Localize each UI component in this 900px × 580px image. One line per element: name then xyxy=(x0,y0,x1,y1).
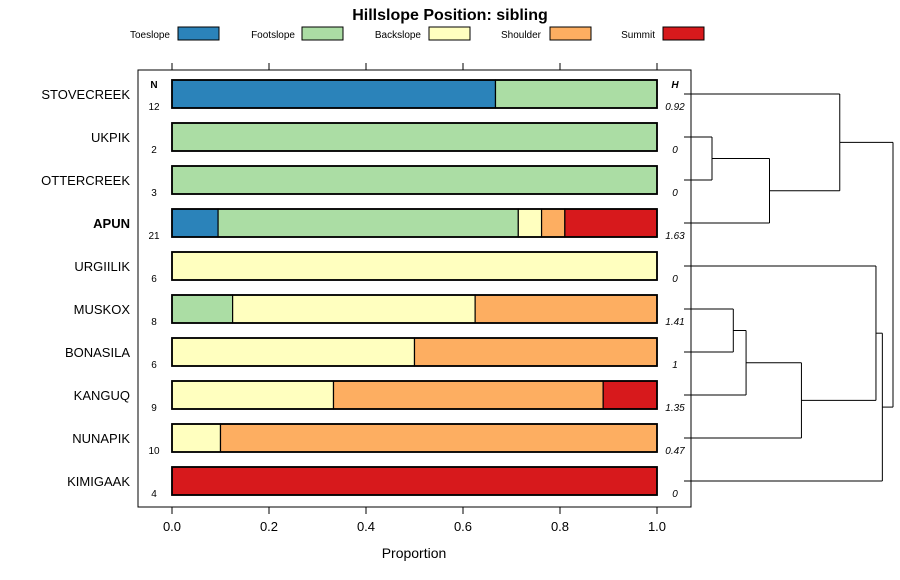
x-tick-label: 0.2 xyxy=(260,519,278,534)
bar-outline xyxy=(171,122,658,152)
h-value: 0.92 xyxy=(665,102,685,113)
n-value: 12 xyxy=(148,102,160,113)
legend-label-shoulder: Shoulder xyxy=(501,30,542,41)
row-label-bonasila: BONASILA xyxy=(65,345,130,360)
row-label-urgiilik: URGIILIK xyxy=(74,259,130,274)
bar-segment-backslope xyxy=(517,208,543,238)
n-value: 8 xyxy=(151,317,157,328)
n-value: 6 xyxy=(151,360,157,371)
n-value: 2 xyxy=(151,145,157,156)
legend: Toeslope Footslope Backslope Shoulder Summit xyxy=(130,26,705,41)
bar-outline xyxy=(171,251,658,281)
legend-swatch-toeslope xyxy=(177,26,220,41)
bar-segment-shoulder xyxy=(219,423,658,453)
bar-segment-summit xyxy=(602,380,658,410)
x-tick-label: 0.6 xyxy=(454,519,472,534)
bar-outline xyxy=(171,380,658,410)
bar-segment-shoulder xyxy=(413,337,658,367)
bar-segment-footslope xyxy=(171,122,658,152)
bar-outline xyxy=(171,423,658,453)
x-axis: 0.0 0.2 0.4 0.6 0.8 1.0 xyxy=(163,63,666,534)
bar-segment-shoulder xyxy=(540,208,566,238)
n-value: 4 xyxy=(151,489,157,500)
legend-swatch-footslope xyxy=(301,26,344,41)
n-value: 6 xyxy=(151,274,157,285)
bar-segment-backslope xyxy=(171,251,658,281)
bar-outline xyxy=(171,294,658,324)
x-tick-label: 0.8 xyxy=(551,519,569,534)
dendrogram xyxy=(684,93,894,482)
x-tick-label: 0.0 xyxy=(163,519,181,534)
h-value: 1.63 xyxy=(665,231,685,242)
x-tick-label: 1.0 xyxy=(648,519,666,534)
row-label-ukpik: UKPIK xyxy=(91,130,130,145)
legend-label-summit: Summit xyxy=(621,30,655,41)
row-label-stovecreek: STOVECREEK xyxy=(41,87,130,102)
bar-segment-toeslope xyxy=(171,79,497,109)
bar-outline xyxy=(171,79,658,109)
h-value: 0.47 xyxy=(665,446,685,457)
n-value: 10 xyxy=(148,446,160,457)
row-label-nunapik: NUNAPIK xyxy=(72,431,130,446)
h-value: 1 xyxy=(672,360,678,371)
bar-segment-footslope xyxy=(171,165,658,195)
legend-label-backslope: Backslope xyxy=(375,30,422,41)
bar-segment-summit xyxy=(564,208,658,238)
bar-segment-footslope xyxy=(217,208,519,238)
n-value: 21 xyxy=(148,231,160,242)
bar-segment-toeslope xyxy=(171,208,219,238)
h-value: 0 xyxy=(672,145,678,156)
h-value: 0 xyxy=(672,489,678,500)
legend-swatch-shoulder xyxy=(549,26,592,41)
legend-swatch-backslope xyxy=(428,26,471,41)
chart-title: Hillslope Position: sibling xyxy=(352,7,548,24)
bar-outline xyxy=(171,466,658,496)
bar-rows: STOVECREEK 12 0.92 UKPIK 2 0 OTTERCREEK 3 0 APUN 2… xyxy=(41,79,685,500)
h-value: 0 xyxy=(672,188,678,199)
row-label-kimigaak: KIMIGAAK xyxy=(67,474,130,489)
h-value: 1.41 xyxy=(665,317,684,328)
x-tick-label: 0.4 xyxy=(357,519,375,534)
legend-label-footslope: Footslope xyxy=(251,30,295,41)
bar-segment-footslope xyxy=(171,294,234,324)
n-header: N xyxy=(150,80,157,91)
x-axis-label: Proportion xyxy=(382,545,447,561)
bar-segment-shoulder xyxy=(474,294,658,324)
row-label-apun: APUN xyxy=(93,216,130,231)
row-label-kanguq: KANGUQ xyxy=(74,388,130,403)
plot-frame xyxy=(137,69,692,508)
n-value: 3 xyxy=(151,188,157,199)
row-label-muskox: MUSKOX xyxy=(74,302,131,317)
bar-segment-shoulder xyxy=(332,380,604,410)
bar-segment-summit xyxy=(171,466,658,496)
h-value: 1.35 xyxy=(665,403,685,414)
h-value: 0 xyxy=(672,274,678,285)
legend-swatch-summit xyxy=(662,26,705,41)
row-label-ottercreek: OTTERCREEK xyxy=(41,173,130,188)
bar-outline xyxy=(171,337,658,367)
legend-label-toeslope: Toeslope xyxy=(130,30,170,41)
bar-segment-backslope xyxy=(171,423,222,453)
bar-outline xyxy=(171,165,658,195)
bar-segment-footslope xyxy=(494,79,658,109)
bar-segment-backslope xyxy=(171,337,416,367)
bar-outline xyxy=(171,208,658,238)
bar-segment-backslope xyxy=(232,294,476,324)
bar-segment-backslope xyxy=(171,380,335,410)
n-value: 9 xyxy=(151,403,157,414)
h-header: H xyxy=(671,80,679,91)
